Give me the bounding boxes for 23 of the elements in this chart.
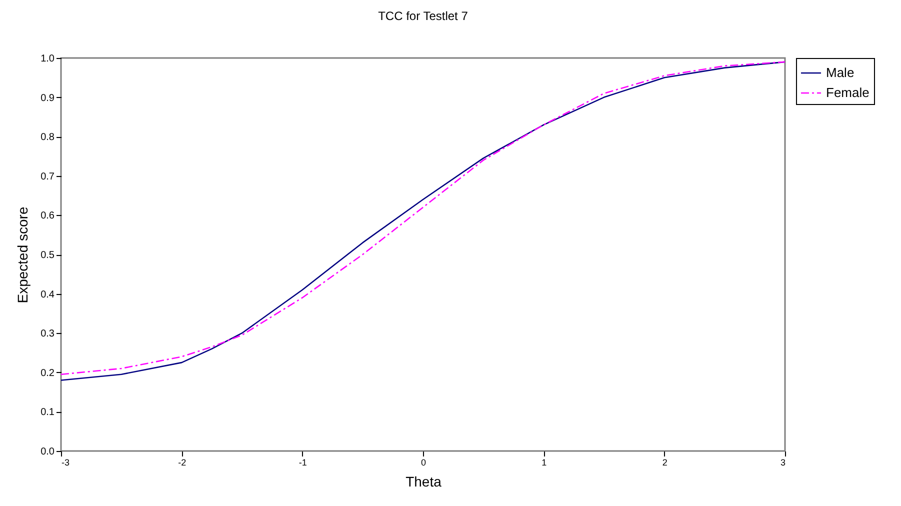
x-axis-title: Theta [406, 474, 442, 490]
x-tick-label: -3 [62, 458, 70, 468]
x-tick-label: -1 [298, 458, 307, 468]
y-tick-label: 0.3 [40, 328, 55, 340]
legend-label: Male [826, 65, 854, 80]
y-tick-label: 0.0 [40, 446, 55, 458]
legend-label: Female [826, 85, 870, 100]
y-tick-label: 0.9 [40, 92, 55, 104]
x-tick-label: 2 [662, 458, 668, 468]
y-tick-label: 0.2 [40, 368, 55, 379]
x-tick-label: -2 [178, 458, 186, 468]
x-tick-label: 0 [420, 458, 426, 468]
y-tick-label: 0.4 [40, 289, 55, 300]
chart-title: TCC for Testlet 7 [378, 9, 468, 23]
y-tick-label: 0.8 [40, 132, 55, 144]
y-tick-label: 0.5 [40, 250, 55, 261]
y-tick-label: 1.0 [40, 54, 55, 64]
y-tick-label: 0.7 [40, 171, 55, 182]
x-tick-label: 3 [780, 458, 786, 468]
x-tick-label: 1 [542, 458, 547, 468]
y-axis-title: Expected score [14, 206, 31, 304]
y-tick-label: 0.1 [40, 407, 55, 418]
y-tick-label: 0.6 [40, 210, 55, 222]
